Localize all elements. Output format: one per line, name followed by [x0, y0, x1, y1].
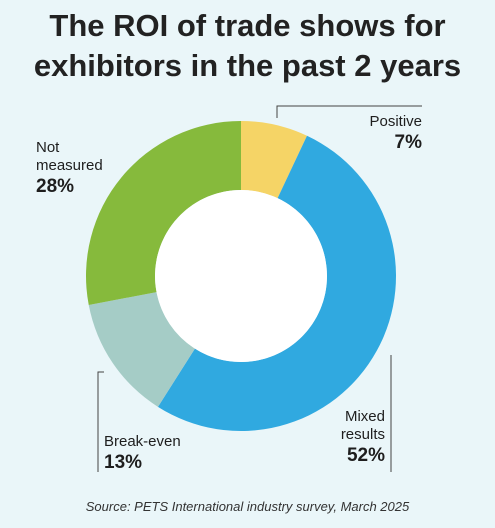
donut-hole: [155, 190, 327, 362]
slice-not-measured: [85, 121, 241, 306]
leader-break-even: [97, 371, 104, 472]
label-break-even-name: Break-even: [104, 433, 181, 450]
label-mixed-name-1: Mixed: [344, 408, 385, 425]
label-not-measured-name-1: Not: [36, 139, 60, 156]
chart-title-line-1: The ROI of trade shows for: [49, 8, 446, 43]
label-break-even-value: 13%: [104, 452, 143, 473]
label-not-measured-value: 28%: [36, 176, 75, 197]
label-not-measured: Not measured 28%: [36, 139, 103, 199]
slice-mixed-results: [157, 135, 396, 431]
label-not-measured-name-2: measured: [36, 157, 103, 174]
label-mixed-value: 52%: [346, 445, 385, 466]
leader-positive: [276, 105, 422, 118]
label-positive: Positive 7%: [369, 113, 422, 155]
source-note: Source: PETS International industry surv…: [85, 499, 410, 514]
label-positive-value: 7%: [394, 132, 422, 153]
chart-title-line-2: exhibitors in the past 2 years: [33, 48, 462, 83]
label-mixed: Mixed results 52%: [341, 408, 385, 468]
donut-chart: [85, 105, 422, 472]
label-positive-name: Positive: [369, 113, 422, 130]
chart-title: The ROI of trade shows for exhibitors in…: [0, 6, 495, 86]
slice-break-even: [88, 292, 195, 407]
label-mixed-name-2: results: [340, 426, 385, 443]
slice-positive: [241, 121, 307, 199]
label-break-even: Break-even 13%: [104, 433, 181, 475]
